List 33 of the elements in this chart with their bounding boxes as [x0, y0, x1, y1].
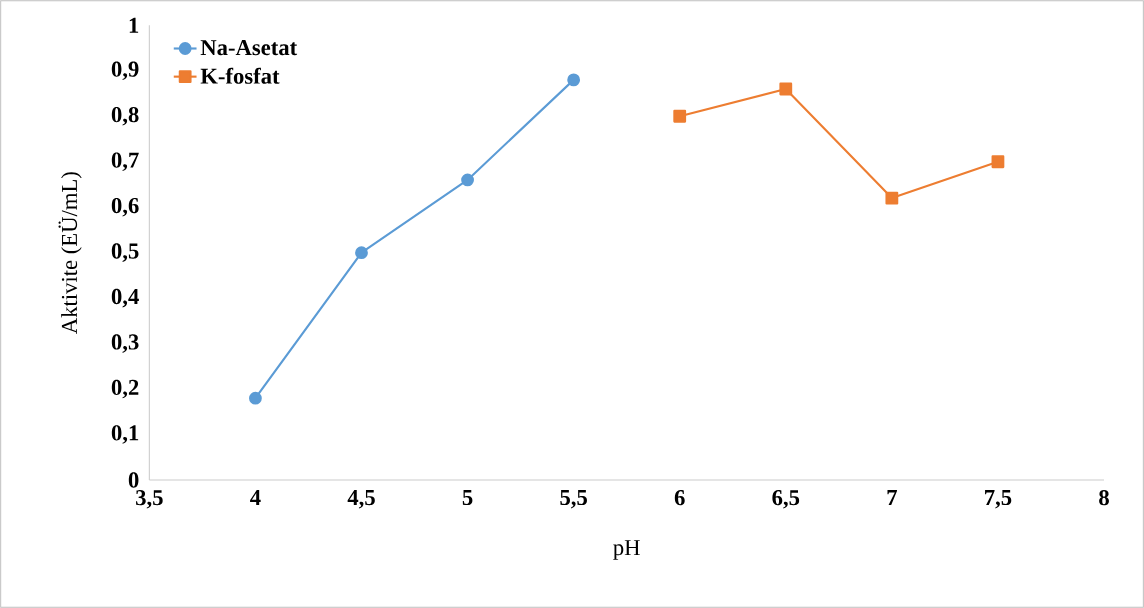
- y-tick-label: 0,9: [111, 61, 139, 81]
- x-tick-label: 3,5: [136, 490, 163, 509]
- x-tick-label: 6: [674, 490, 685, 506]
- point: [673, 109, 687, 123]
- point: [355, 246, 368, 260]
- y-tick-label: 0: [128, 472, 139, 488]
- point: [991, 155, 1005, 169]
- point: [885, 191, 899, 205]
- y-tick-label: 0,3: [111, 334, 139, 353]
- y-tick-label: 0,4: [111, 288, 139, 308]
- point: [779, 82, 793, 96]
- x-tick-label: 7: [887, 490, 897, 505]
- x-tick-label: 7,5: [985, 490, 1012, 509]
- point: [461, 173, 474, 187]
- y-tick-label: 0,6: [111, 197, 139, 217]
- x-tick-label: 6,5: [772, 490, 800, 509]
- point: [567, 73, 581, 87]
- y-axis-title: Aktivite (EÜ/mL): [58, 172, 82, 334]
- legend-label: K-fosfat: [200, 67, 280, 84]
- x-tick-label: 8: [1099, 490, 1109, 506]
- y-tick-label: 0,8: [111, 106, 139, 126]
- y-tick-label: 0,2: [111, 379, 139, 399]
- y-tick-label: 0,7: [111, 152, 139, 172]
- y-tick-label: 0,1: [111, 425, 139, 444]
- x-tick-label: 5,5: [560, 490, 587, 509]
- x-tick-label: 4,5: [347, 490, 375, 509]
- y-tick-label: 1: [129, 17, 139, 33]
- x-tick-label: 4: [250, 490, 261, 505]
- legend-label: Na-Asetat: [200, 40, 298, 56]
- x-tick-label: 5: [462, 490, 473, 506]
- y-tick-label: 0,5: [111, 243, 139, 262]
- x-axis-title: pH: [613, 540, 640, 560]
- point: [249, 391, 262, 405]
